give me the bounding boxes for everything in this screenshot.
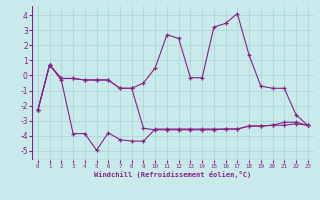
X-axis label: Windchill (Refroidissement éolien,°C): Windchill (Refroidissement éolien,°C) xyxy=(94,171,252,178)
